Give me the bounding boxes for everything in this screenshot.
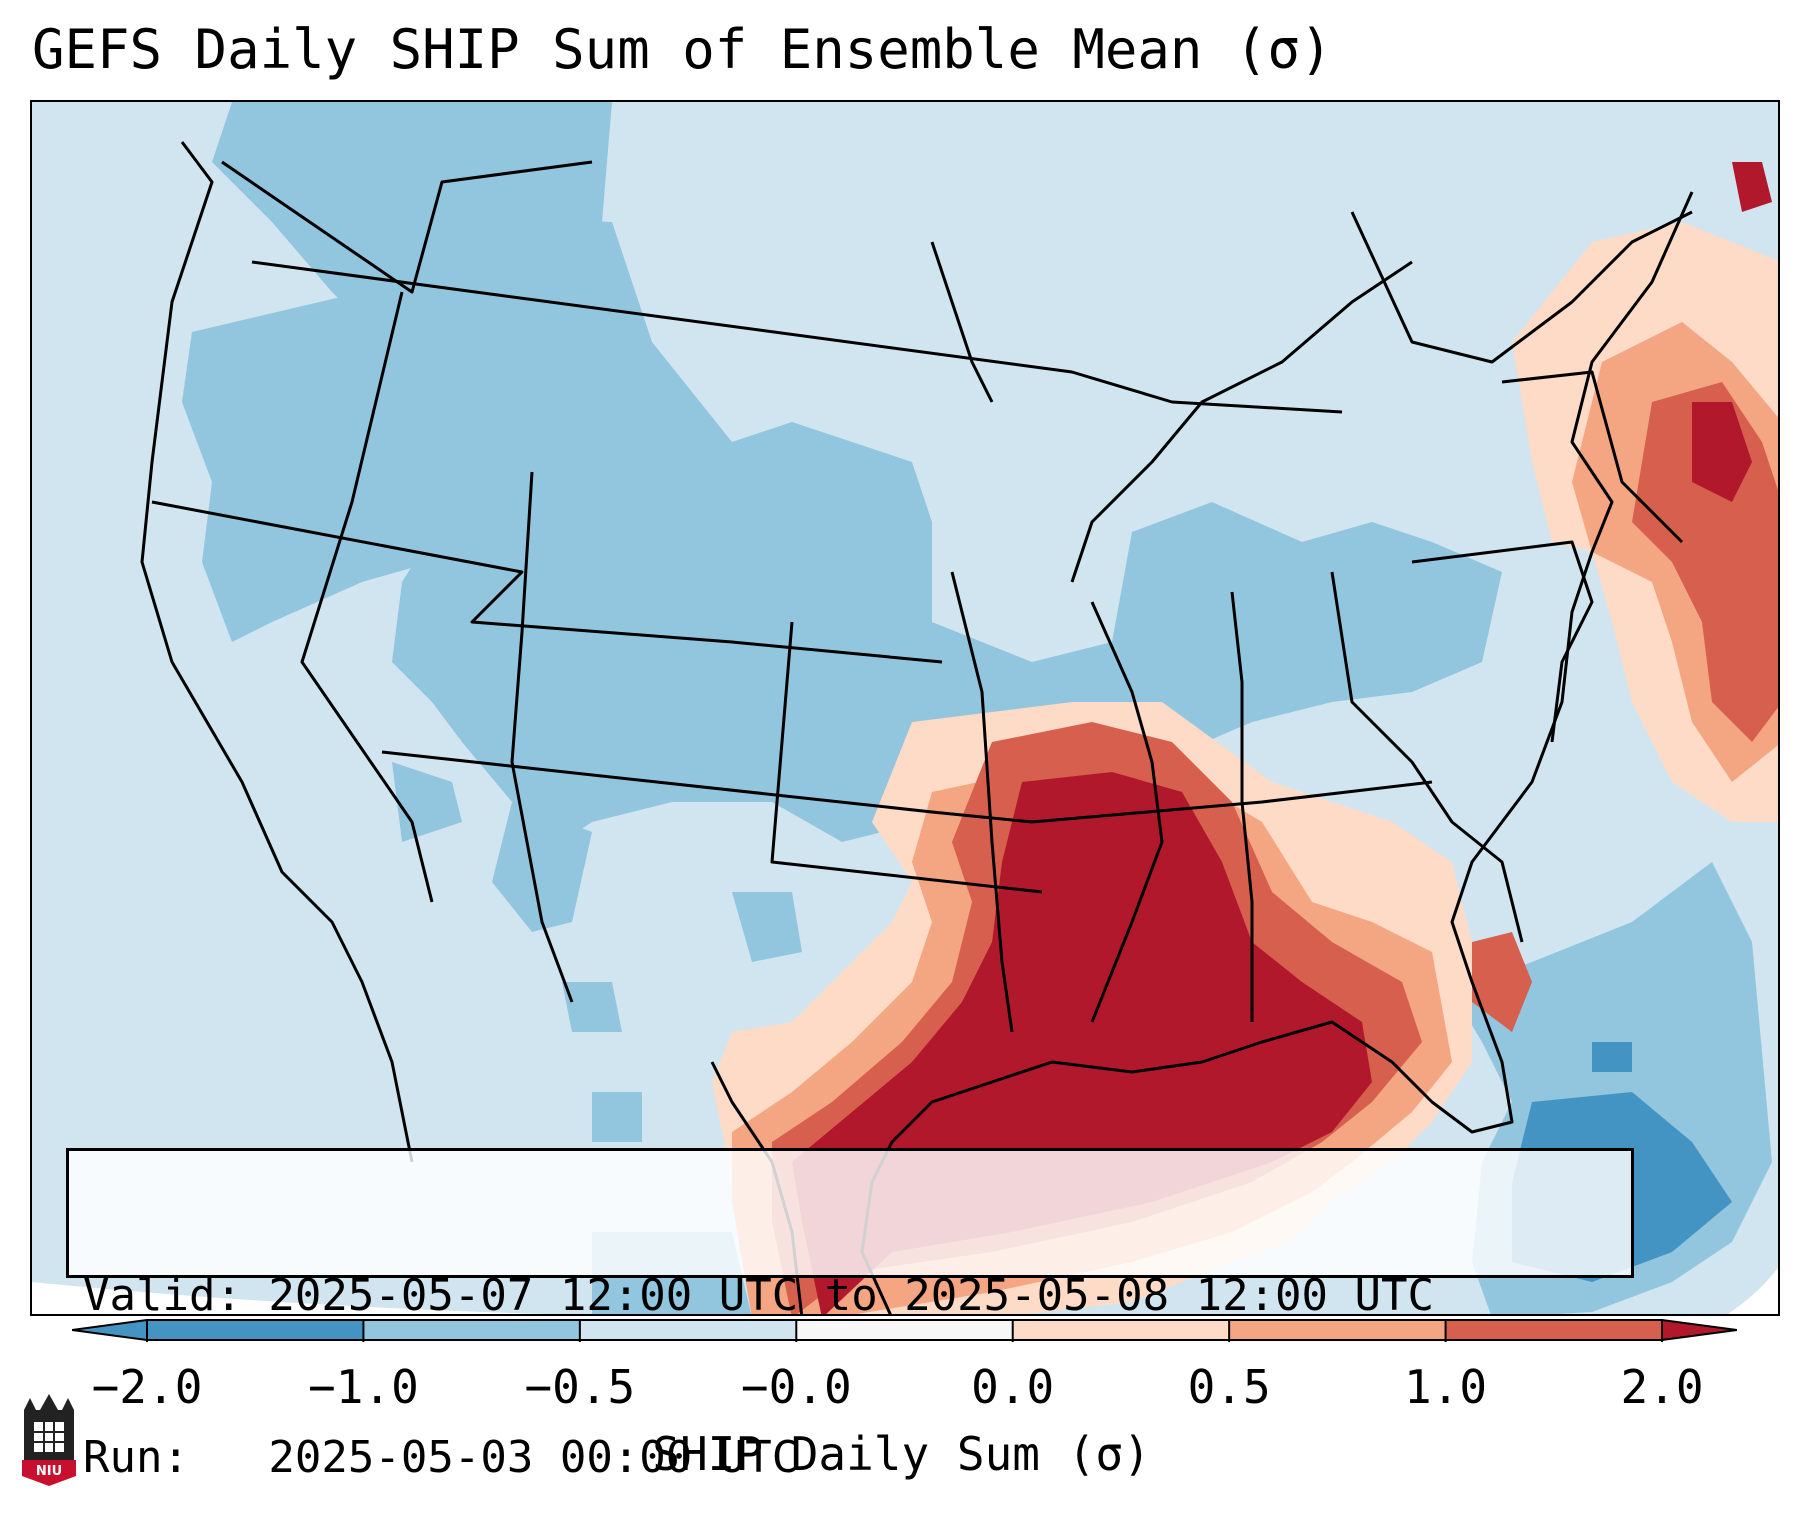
colorbar-segment	[147, 1320, 364, 1340]
colorbar-tick-label: −0.0	[740, 1360, 852, 1414]
colorbar-label: SHIP Daily Sum (σ)	[652, 1427, 1151, 1481]
colorbar-segment	[579, 1320, 797, 1340]
border-georgia	[1330, 571, 1524, 943]
colorbar-segment	[1012, 1320, 1230, 1340]
niu-logo-text: NIU	[36, 1464, 62, 1479]
anomaly-central-us	[392, 212, 1502, 862]
map-panel	[30, 100, 1780, 1316]
map-canvas	[32, 102, 1778, 1314]
colorbar-tick-label: −1.0	[308, 1360, 419, 1414]
colorbar-extend-low	[72, 1320, 147, 1340]
border-northern-tier	[251, 260, 1343, 414]
niu-logo: NIU	[22, 1394, 76, 1486]
border-miss-river	[1090, 601, 1164, 1023]
anomaly-mexico-1	[562, 982, 622, 1032]
colorbar-segment	[1445, 1320, 1663, 1340]
political-boundaries	[151, 160, 1693, 1033]
colorbar	[72, 1319, 1737, 1342]
border-minnesota	[930, 241, 994, 403]
projection-edge-left	[32, 1282, 544, 1314]
anomaly-florida-east	[1472, 932, 1532, 1032]
border-new-york	[1501, 370, 1684, 544]
coast-great-lakes	[1070, 260, 1413, 583]
colorbar-tick-label: −2.0	[91, 1360, 203, 1414]
map-title: GEFS Daily SHIP Sum of Ensemble Mean (σ)	[32, 18, 1333, 81]
anomaly-bahamas	[1592, 1042, 1632, 1072]
colorbar-segments	[72, 1320, 1737, 1342]
colorbar-outline	[72, 1319, 1737, 1341]
anomaly-mexico-2	[592, 1092, 642, 1142]
run-time-text: Run: 2025-05-03 00:00 UTC	[83, 1432, 799, 1483]
border-indiana-alabama	[1230, 591, 1254, 1022]
colorbar-extend-high	[1662, 1320, 1737, 1340]
colorbar-tick-label: 1.0	[1404, 1360, 1488, 1414]
valid-run-info-box: Valid: 2025-05-07 12:00 UTC to 2025-05-0…	[66, 1148, 1634, 1483]
anomaly-southwest-2	[392, 762, 462, 842]
border-canada-west	[221, 160, 593, 294]
anomaly-canada-east	[1732, 162, 1772, 212]
colorbar-tick-label: 2.0	[1620, 1360, 1704, 1414]
coast-pacific	[140, 141, 414, 1163]
anomaly-maine-core	[1692, 402, 1752, 502]
colorbar-tick-label: −0.5	[524, 1360, 636, 1414]
anomaly-texas	[732, 892, 802, 962]
colorbar-tick-label: 0.5	[1187, 1360, 1271, 1414]
colorbar-segment	[796, 1320, 1014, 1340]
valid-time-text: Valid: 2025-05-07 12:00 UTC to 2025-05-0…	[83, 1270, 1435, 1321]
border-36th-parallel	[381, 750, 1433, 824]
colorbar-tick-label: 0.0	[971, 1360, 1055, 1414]
border-kansas	[770, 621, 1043, 894]
border-canada-east	[1350, 210, 1693, 364]
anomaly-southwest-1	[492, 802, 592, 932]
border-utah-wy	[510, 471, 574, 1003]
colorbar-segment	[1229, 1320, 1447, 1340]
colorbar-segment	[363, 1320, 581, 1340]
border-oregon-idaho	[151, 500, 943, 664]
coast-atlantic-gulf	[860, 191, 1694, 1314]
border-nevada	[300, 291, 434, 903]
border-penn-va	[1411, 540, 1594, 743]
projection-edge-right	[1727, 1267, 1778, 1314]
border-missouri-ark	[950, 571, 1014, 1033]
